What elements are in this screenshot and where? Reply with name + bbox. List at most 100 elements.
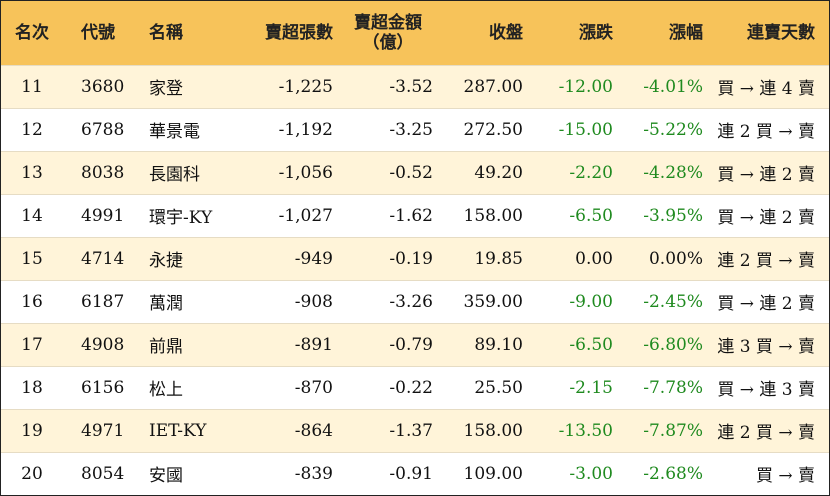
cell-name: 松上 — [125, 365, 225, 409]
cell-net-sell-amount: -3.52 — [343, 64, 443, 108]
table-row: 12 6788 華景電 -1,192 -3.25 272.50 -15.00 -… — [1, 107, 829, 151]
cell-change: -6.50 — [533, 193, 623, 237]
cell-change-pct: -6.80% — [623, 322, 713, 366]
cell-change: -2.15 — [533, 365, 623, 409]
cell-net-sell-amount: -0.79 — [343, 322, 443, 366]
cell-rank: 12 — [1, 107, 63, 151]
header-net-sell-lots: 賣超張數 — [265, 22, 333, 43]
cell-rank: 13 — [1, 150, 63, 194]
cell-change-pct: -7.87% — [623, 408, 713, 452]
cell-streak: 買 → 連 4 賣 — [713, 64, 829, 108]
cell-name: 華景電 — [125, 107, 225, 151]
table-row: 15 4714 永捷 -949 -0.19 19.85 0.00 0.00% 連… — [1, 236, 829, 280]
cell-net-sell-amount: -3.25 — [343, 107, 443, 151]
cell-rank: 15 — [1, 236, 63, 280]
cell-close: 158.00 — [443, 408, 533, 452]
cell-change-pct: -4.28% — [623, 150, 713, 194]
table-body: 11 3680 家登 -1,225 -3.52 287.00 -12.00 -4… — [1, 64, 829, 495]
cell-net-sell-amount: -0.91 — [343, 451, 443, 495]
cell-net-sell-lots: -949 — [225, 236, 343, 280]
cell-close: 49.20 — [443, 150, 533, 194]
cell-close: 359.00 — [443, 279, 533, 323]
header-name: 名稱 — [149, 22, 183, 43]
header-net-sell-amount-line1: 賣超金額 — [354, 12, 422, 33]
cell-change-pct: -5.22% — [623, 107, 713, 151]
cell-change-pct: -2.45% — [623, 279, 713, 323]
cell-change: -6.50 — [533, 322, 623, 366]
cell-rank: 18 — [1, 365, 63, 409]
cell-change: -12.00 — [533, 64, 623, 108]
cell-rank: 16 — [1, 279, 63, 323]
table-row: 14 4991 環宇-KY -1,027 -1.62 158.00 -6.50 … — [1, 193, 829, 237]
cell-close: 272.50 — [443, 107, 533, 151]
table-row: 17 4908 前鼎 -891 -0.79 89.10 -6.50 -6.80%… — [1, 322, 829, 366]
cell-streak: 連 3 買 → 賣 — [713, 322, 829, 366]
cell-net-sell-amount: -1.62 — [343, 193, 443, 237]
header-row: 名次 代號 名稱 賣超張數 賣超金額 （億） 收盤 漲跌 漲幅 連賣天數 — [1, 1, 829, 65]
cell-net-sell-amount: -1.37 — [343, 408, 443, 452]
cell-code: 4908 — [63, 322, 125, 366]
cell-net-sell-lots: -1,225 — [225, 64, 343, 108]
cell-streak: 買 → 連 3 賣 — [713, 365, 829, 409]
cell-change-pct: -3.95% — [623, 193, 713, 237]
cell-net-sell-lots: -908 — [225, 279, 343, 323]
header-net-sell-amount: 賣超金額 （億） — [343, 1, 443, 65]
cell-change-pct: -2.68% — [623, 451, 713, 495]
cell-name: 環宇-KY — [125, 193, 225, 237]
cell-name: 家登 — [125, 64, 225, 108]
table-row: 13 8038 長園科 -1,056 -0.52 49.20 -2.20 -4.… — [1, 150, 829, 194]
cell-close: 19.85 — [443, 236, 533, 280]
cell-change: -9.00 — [533, 279, 623, 323]
table-row: 11 3680 家登 -1,225 -3.52 287.00 -12.00 -4… — [1, 64, 829, 108]
header-code: 代號 — [81, 22, 115, 43]
cell-name: 長園科 — [125, 150, 225, 194]
header-change: 漲跌 — [579, 22, 613, 43]
table-row: 16 6187 萬潤 -908 -3.26 359.00 -9.00 -2.45… — [1, 279, 829, 323]
cell-rank: 11 — [1, 64, 63, 108]
cell-streak: 連 2 買 → 賣 — [713, 408, 829, 452]
cell-name: 前鼎 — [125, 322, 225, 366]
header-net-sell-amount-line2: （億） — [362, 32, 414, 53]
cell-code: 8054 — [63, 451, 125, 495]
cell-streak: 連 2 買 → 賣 — [713, 236, 829, 280]
cell-rank: 14 — [1, 193, 63, 237]
header-rank: 名次 — [15, 22, 49, 43]
cell-net-sell-amount: -0.22 — [343, 365, 443, 409]
cell-rank: 19 — [1, 408, 63, 452]
cell-change-pct: 0.00% — [623, 236, 713, 280]
table-header: 名次 代號 名稱 賣超張數 賣超金額 （億） 收盤 漲跌 漲幅 連賣天數 — [1, 1, 829, 65]
cell-change: 0.00 — [533, 236, 623, 280]
table-row: 20 8054 安國 -839 -0.91 109.00 -3.00 -2.68… — [1, 451, 829, 495]
cell-name: 永捷 — [125, 236, 225, 280]
cell-code: 8038 — [63, 150, 125, 194]
cell-change: -2.20 — [533, 150, 623, 194]
cell-code: 6187 — [63, 279, 125, 323]
cell-net-sell-lots: -1,027 — [225, 193, 343, 237]
cell-code: 4971 — [63, 408, 125, 452]
cell-rank: 20 — [1, 451, 63, 495]
cell-change-pct: -4.01% — [623, 64, 713, 108]
cell-close: 25.50 — [443, 365, 533, 409]
cell-net-sell-lots: -1,192 — [225, 107, 343, 151]
cell-streak: 買 → 連 2 賣 — [713, 193, 829, 237]
header-close: 收盤 — [489, 22, 523, 43]
cell-change: -15.00 — [533, 107, 623, 151]
cell-net-sell-amount: -0.52 — [343, 150, 443, 194]
cell-name: 萬潤 — [125, 279, 225, 323]
cell-change: -3.00 — [533, 451, 623, 495]
cell-name: IET-KY — [125, 408, 225, 452]
cell-code: 4714 — [63, 236, 125, 280]
table-row: 18 6156 松上 -870 -0.22 25.50 -2.15 -7.78%… — [1, 365, 829, 409]
cell-streak: 買 → 連 2 賣 — [713, 279, 829, 323]
cell-net-sell-lots: -1,056 — [225, 150, 343, 194]
cell-net-sell-lots: -864 — [225, 408, 343, 452]
cell-close: 158.00 — [443, 193, 533, 237]
cell-close: 109.00 — [443, 451, 533, 495]
cell-net-sell-amount: -3.26 — [343, 279, 443, 323]
cell-rank: 17 — [1, 322, 63, 366]
cell-code: 6156 — [63, 365, 125, 409]
cell-net-sell-lots: -891 — [225, 322, 343, 366]
cell-net-sell-lots: -839 — [225, 451, 343, 495]
cell-code: 3680 — [63, 64, 125, 108]
